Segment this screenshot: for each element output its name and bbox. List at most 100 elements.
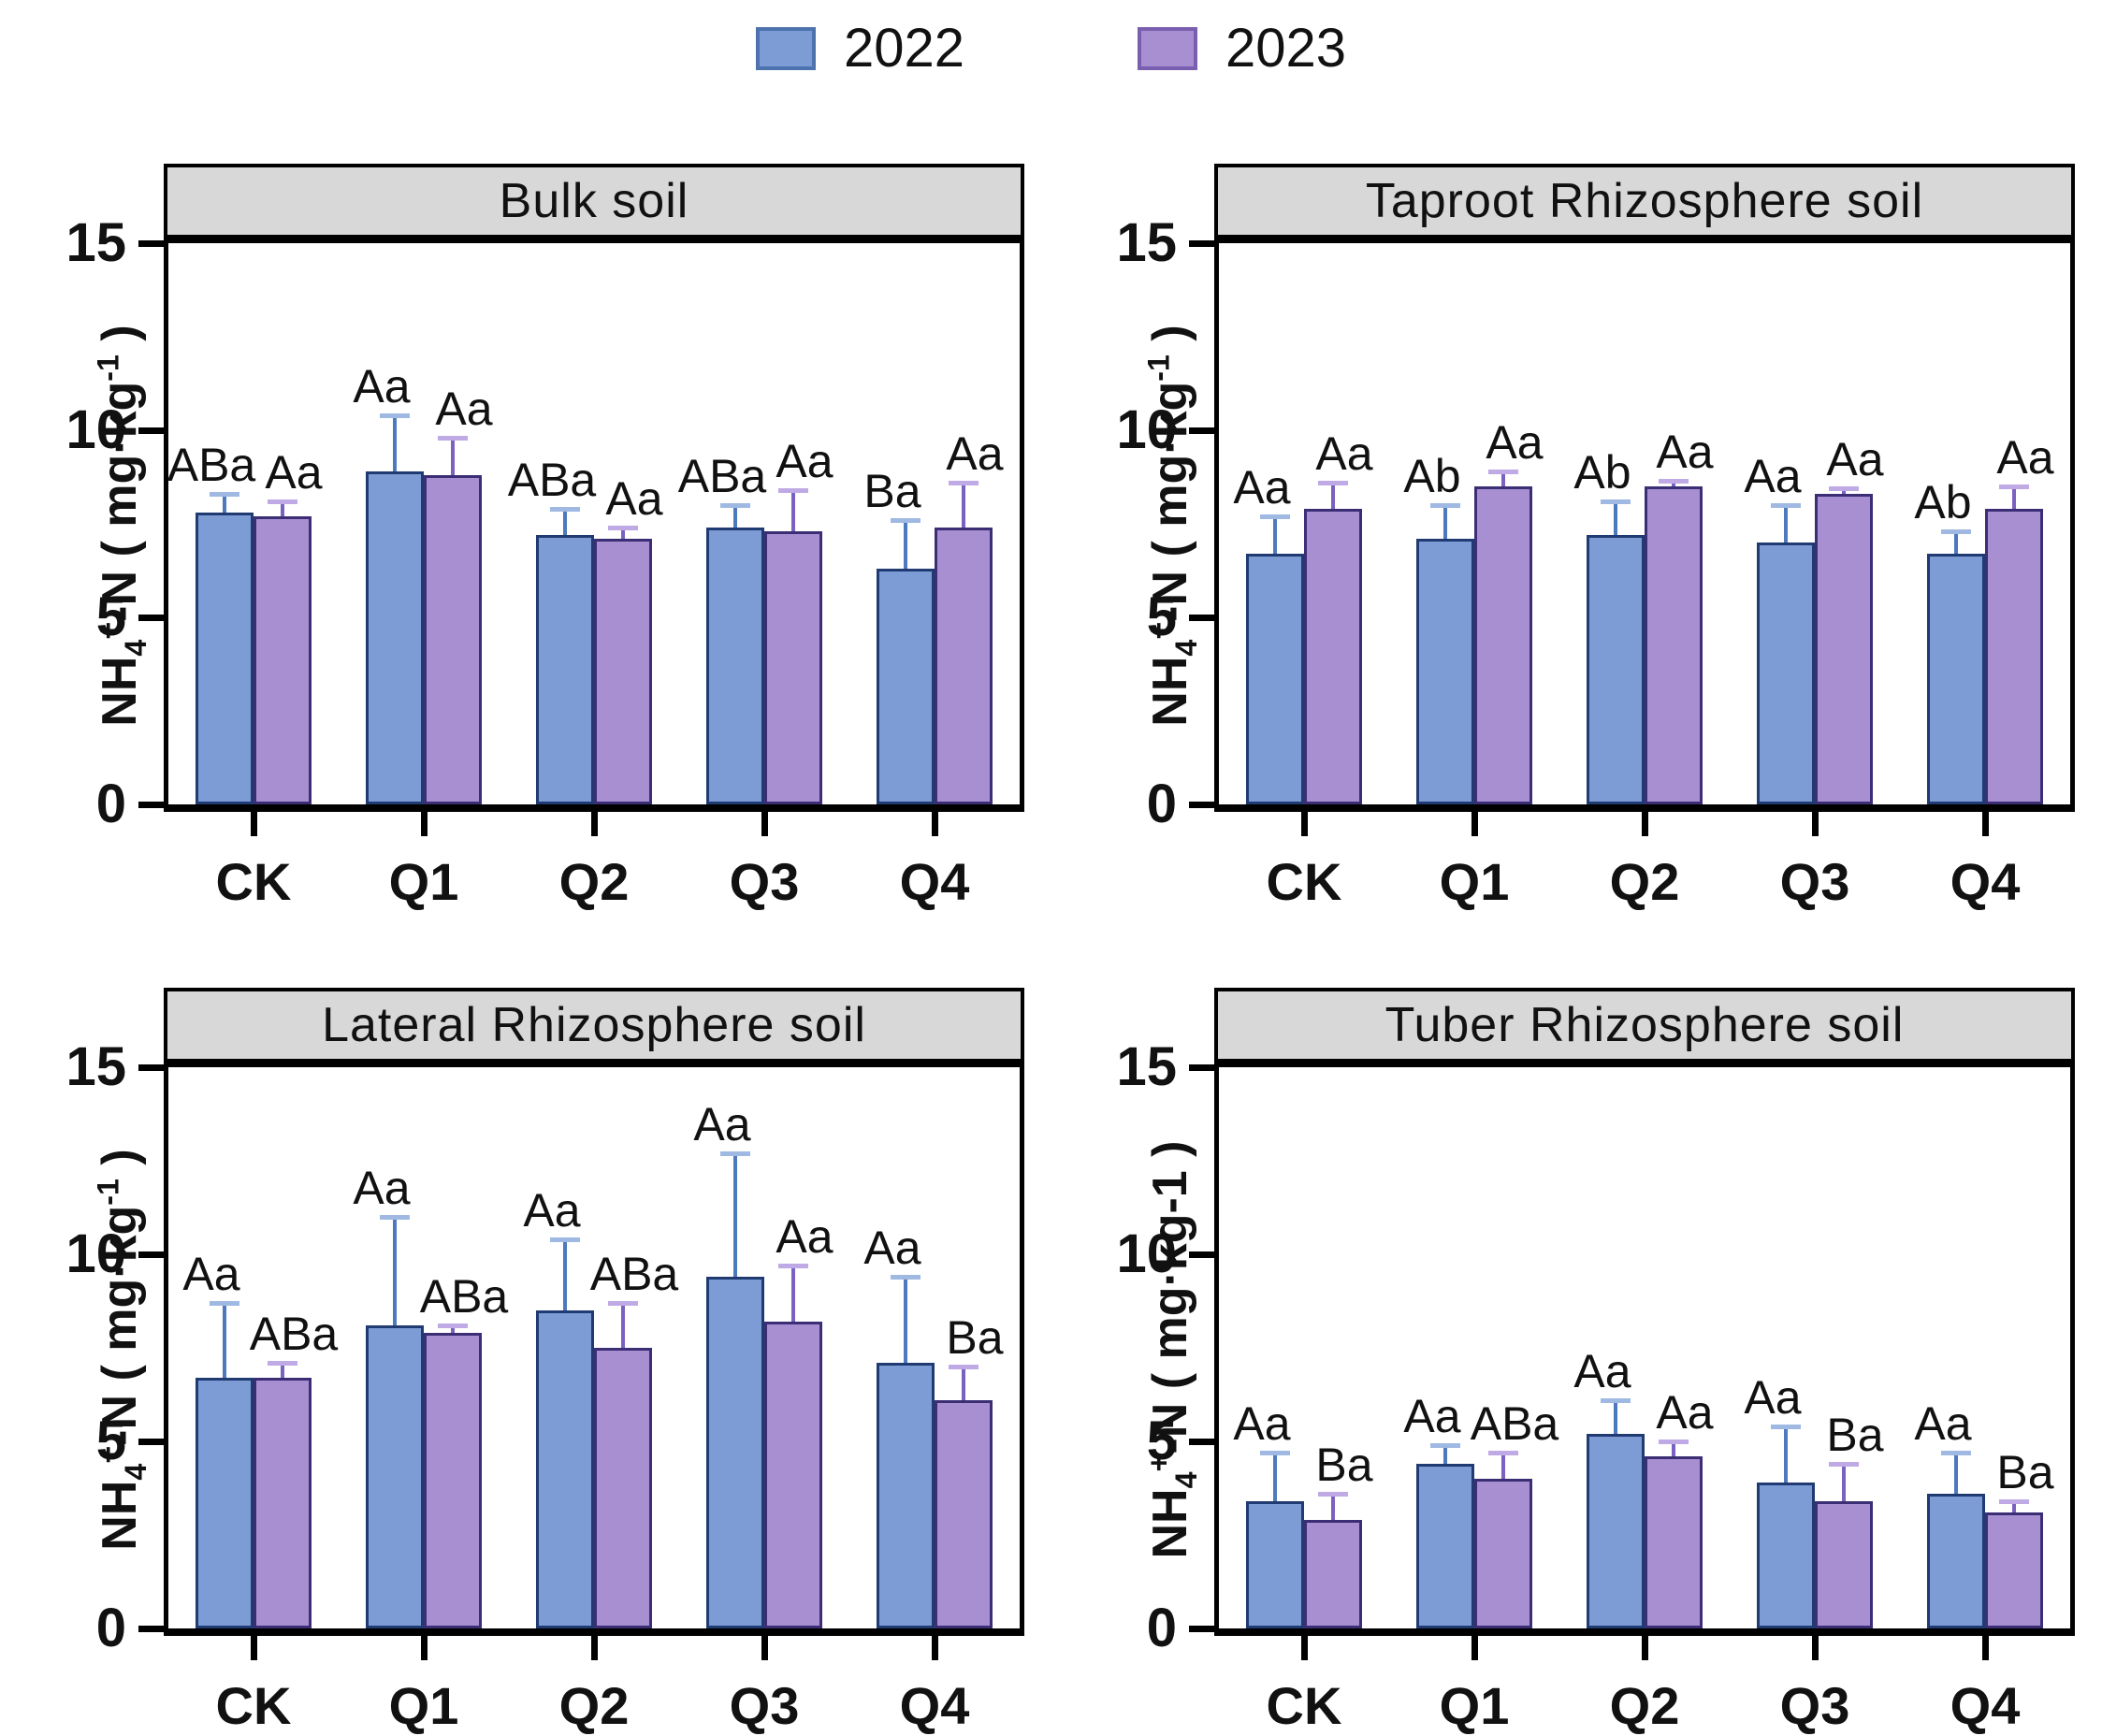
- bar-2022-Q2: [1587, 1434, 1645, 1628]
- y-axis-tick: [1189, 1064, 1214, 1071]
- y-axis-tick-label: 10: [65, 399, 126, 460]
- significance-letter: ABa: [677, 450, 767, 502]
- significance-letter: ABa: [419, 1270, 509, 1323]
- x-axis-tick: [932, 1636, 938, 1660]
- x-axis-category-label: Q2: [1609, 1676, 1680, 1735]
- y-axis-label: NH4+-N ( mg·kg-1 ): [1126, 1058, 1204, 1642]
- y-axis-tick: [1189, 802, 1214, 808]
- bar-2023-Q4: [1985, 509, 2043, 804]
- error-bar-cap: [1488, 470, 1518, 474]
- error-bar-cap: [949, 1365, 979, 1369]
- y-axis-tick-label: 0: [1146, 774, 1177, 834]
- ylabel-text: ): [1142, 325, 1197, 355]
- y-axis-tick-label: 15: [65, 1036, 126, 1097]
- error-bar-stem: [1784, 505, 1788, 542]
- ylabel-text: ): [1142, 1140, 1197, 1171]
- x-axis-tick: [1471, 812, 1478, 836]
- x-axis-tick: [1812, 1636, 1819, 1660]
- error-bar-cap: [1260, 1451, 1290, 1455]
- error-bar-cap: [720, 1151, 750, 1156]
- bar-2023-Q2: [594, 539, 652, 804]
- x-axis-category-label: Q1: [1439, 1676, 1510, 1735]
- y-axis-tick-label: 15: [1116, 212, 1177, 273]
- bar-2023-Q3: [1815, 494, 1873, 804]
- y-axis-tick: [138, 240, 164, 247]
- y-axis-tick-label: 5: [95, 586, 126, 647]
- bar-2022-Q4: [1927, 1494, 1985, 1628]
- significance-letter: Aa: [1233, 461, 1291, 514]
- error-bar-cap: [1318, 1492, 1348, 1497]
- x-axis-category-label: Q2: [1609, 852, 1680, 911]
- bar-2023-Q1: [424, 475, 482, 804]
- error-bar-stem: [1954, 1453, 1958, 1494]
- x-axis-category-label: Q1: [388, 1676, 459, 1735]
- significance-letter: ABa: [167, 439, 256, 491]
- error-bar-cap: [550, 507, 580, 512]
- legend-item-2023: 2023: [1138, 17, 1346, 80]
- error-bar-cap: [438, 436, 468, 441]
- x-axis-tick: [761, 1636, 768, 1660]
- x-axis-category-label: CK: [1266, 852, 1342, 911]
- significance-letter: Ba: [946, 1311, 1004, 1364]
- error-bar-cap: [210, 492, 239, 497]
- error-bar-stem: [281, 501, 284, 516]
- y-axis-tick: [138, 615, 164, 621]
- x-axis-category-label: Q3: [1779, 1676, 1850, 1735]
- error-bar-stem: [1614, 1400, 1617, 1434]
- y-axis-tick: [1189, 1251, 1214, 1258]
- y-axis-tick-label: 10: [1116, 399, 1177, 460]
- error-bar-stem: [791, 1266, 795, 1322]
- error-bar-cap: [550, 1237, 580, 1242]
- ylabel-text: NH: [1142, 1488, 1197, 1559]
- error-bar-cap: [380, 413, 410, 418]
- plot-wrap: Lateral Rhizosphere soil 0 5 10 15 CK Aa ABa Q1…: [65, 988, 1024, 1735]
- x-axis-category-label: Q4: [899, 852, 970, 911]
- error-bar-cap: [1488, 1451, 1518, 1455]
- ylabel-text: ): [92, 1149, 147, 1179]
- y-axis-tick-label: 15: [1116, 1036, 1177, 1097]
- y-axis-tick-label: 5: [1146, 1410, 1177, 1471]
- error-bar-cap: [1771, 503, 1801, 508]
- significance-letter: Aa: [1315, 427, 1373, 480]
- y-axis-tick: [138, 1251, 164, 1258]
- x-axis-category-label: CK: [1266, 1676, 1342, 1735]
- plot-area: 0 5 10 15 CK ABa Aa Q1 Aa Aa Q2 ABa Aa Q3 ABa Aa Q4 Ba Aa: [65, 212, 1024, 911]
- significance-letter: Aa: [435, 383, 493, 435]
- error-bar-stem: [1842, 488, 1846, 494]
- significance-letter: Aa: [776, 1210, 834, 1263]
- x-axis-category-label: Q1: [388, 852, 459, 911]
- error-bar-cap: [891, 518, 921, 523]
- bar-2022-Q1: [366, 471, 424, 804]
- error-bar-stem: [1954, 531, 1958, 554]
- x-axis-tick: [591, 1636, 598, 1660]
- error-bar-cap: [1430, 1443, 1460, 1448]
- y-axis-tick-label: 0: [95, 774, 126, 834]
- x-axis-category-label: Q2: [558, 1676, 630, 1735]
- significance-letter: Ab: [1403, 450, 1461, 502]
- bar-2023-Q2: [594, 1348, 652, 1628]
- bar-2022-Q4: [877, 569, 935, 804]
- y-axis-label: NH4+-N ( mg·kg-1 ): [76, 1058, 153, 1642]
- x-axis-category-label: Q1: [1439, 852, 1510, 911]
- significance-letter: ABa: [589, 1248, 679, 1300]
- significance-letter: Aa: [863, 1222, 921, 1274]
- error-bar-stem: [904, 520, 907, 569]
- significance-letter: ABa: [507, 454, 597, 506]
- error-bar-stem: [621, 528, 625, 539]
- error-bar-stem: [281, 1363, 284, 1378]
- error-bar-stem: [1501, 471, 1505, 486]
- y-axis-tick: [1189, 1626, 1214, 1632]
- x-axis-tick: [251, 1636, 257, 1660]
- error-bar-cap: [1829, 486, 1859, 491]
- error-bar-cap: [949, 481, 979, 485]
- bar-2023-Q3: [764, 1322, 822, 1628]
- error-bar-cap: [1829, 1462, 1859, 1467]
- significance-letter: Aa: [1744, 450, 1802, 502]
- x-axis-category-label: Q4: [1950, 852, 2021, 911]
- x-axis-tick: [761, 812, 768, 836]
- ylabel-text: NH: [92, 1480, 147, 1551]
- x-axis-tick: [1301, 1636, 1308, 1660]
- error-bar-cap: [380, 1215, 410, 1220]
- error-bar-cap: [1659, 1439, 1689, 1444]
- bar-2022-CK: [1246, 1501, 1304, 1628]
